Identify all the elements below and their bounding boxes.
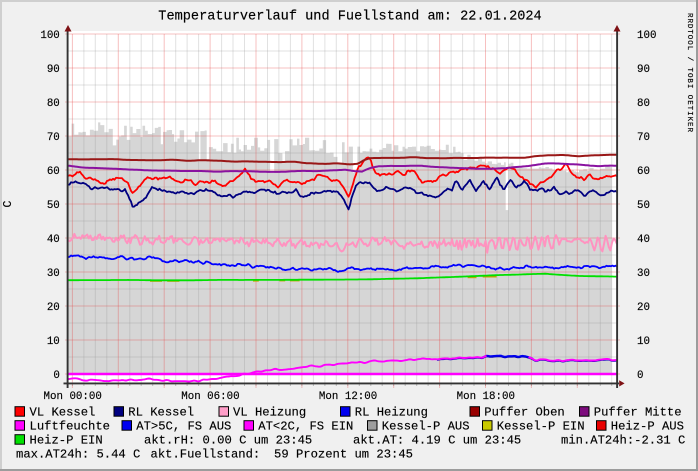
svg-text:RRDTOOL / TOBI OETIKER: RRDTOOL / TOBI OETIKER bbox=[685, 13, 693, 133]
svg-text:90: 90 bbox=[637, 64, 650, 76]
svg-text:Mon 00:00: Mon 00:00 bbox=[44, 391, 102, 403]
svg-text:Kessel-P EIN: Kessel-P EIN bbox=[497, 420, 585, 434]
svg-text:40: 40 bbox=[637, 234, 650, 246]
svg-text:10: 10 bbox=[47, 336, 60, 348]
svg-text:50: 50 bbox=[637, 200, 650, 212]
svg-text:70: 70 bbox=[47, 132, 60, 144]
svg-text:10: 10 bbox=[637, 336, 650, 348]
svg-text:Puffer Mitte: Puffer Mitte bbox=[594, 406, 682, 420]
svg-text:80: 80 bbox=[637, 98, 650, 110]
svg-text:AT<2C, FS EIN: AT<2C, FS EIN bbox=[258, 420, 353, 434]
svg-text:90: 90 bbox=[47, 64, 60, 76]
svg-text:max.AT24h: 5.44 C: max.AT24h: 5.44 C bbox=[16, 448, 140, 462]
svg-text:Kessel-P AUS: Kessel-P AUS bbox=[382, 420, 470, 434]
svg-text:30: 30 bbox=[637, 268, 650, 280]
svg-text:80: 80 bbox=[47, 98, 60, 110]
svg-text:20: 20 bbox=[47, 302, 60, 314]
svg-text:59 Prozent um 23:45: 59 Prozent um 23:45 bbox=[274, 448, 413, 462]
svg-text:Luftfeuchte: Luftfeuchte bbox=[30, 420, 110, 434]
svg-text:100: 100 bbox=[40, 30, 59, 42]
svg-text:0: 0 bbox=[53, 370, 59, 382]
svg-text:Puffer Oben: Puffer Oben bbox=[484, 406, 564, 420]
svg-text:akt.rH: 0.00 C um 23:45: akt.rH: 0.00 C um 23:45 bbox=[144, 434, 312, 448]
svg-text:akt.AT: 4.19 C um 23:45: akt.AT: 4.19 C um 23:45 bbox=[353, 434, 521, 448]
svg-text:AT>5C, FS AUS: AT>5C, FS AUS bbox=[136, 420, 231, 434]
svg-text:Heiz-P EIN: Heiz-P EIN bbox=[30, 434, 103, 448]
svg-text:30: 30 bbox=[47, 268, 60, 280]
svg-text:Heiz-P AUS: Heiz-P AUS bbox=[611, 420, 684, 434]
svg-text:C: C bbox=[2, 200, 15, 207]
svg-text:VL Kessel: VL Kessel bbox=[30, 406, 96, 420]
svg-text:70: 70 bbox=[637, 132, 650, 144]
svg-text:40: 40 bbox=[47, 234, 60, 246]
svg-text:Mon 12:00: Mon 12:00 bbox=[319, 391, 377, 403]
svg-text:50: 50 bbox=[47, 200, 60, 212]
svg-text:akt.Fuellstand:: akt.Fuellstand: bbox=[151, 448, 261, 462]
svg-text:Mon 06:00: Mon 06:00 bbox=[181, 391, 239, 403]
svg-text:20: 20 bbox=[637, 302, 650, 314]
svg-text:min.AT24h:-2.31 C: min.AT24h:-2.31 C bbox=[561, 434, 685, 448]
svg-text:RL Kessel: RL Kessel bbox=[128, 406, 194, 420]
svg-text:VL Heizung: VL Heizung bbox=[233, 406, 306, 420]
svg-text:60: 60 bbox=[637, 166, 650, 178]
svg-text:60: 60 bbox=[47, 166, 60, 178]
svg-text:Mon 18:00: Mon 18:00 bbox=[457, 391, 515, 403]
svg-text:RL Heizung: RL Heizung bbox=[355, 406, 428, 420]
svg-text:0: 0 bbox=[637, 370, 643, 382]
svg-text:Temperaturverlauf und Fuellsta: Temperaturverlauf und Fuellstand am: 22.… bbox=[158, 10, 541, 25]
svg-text:100: 100 bbox=[637, 30, 656, 42]
